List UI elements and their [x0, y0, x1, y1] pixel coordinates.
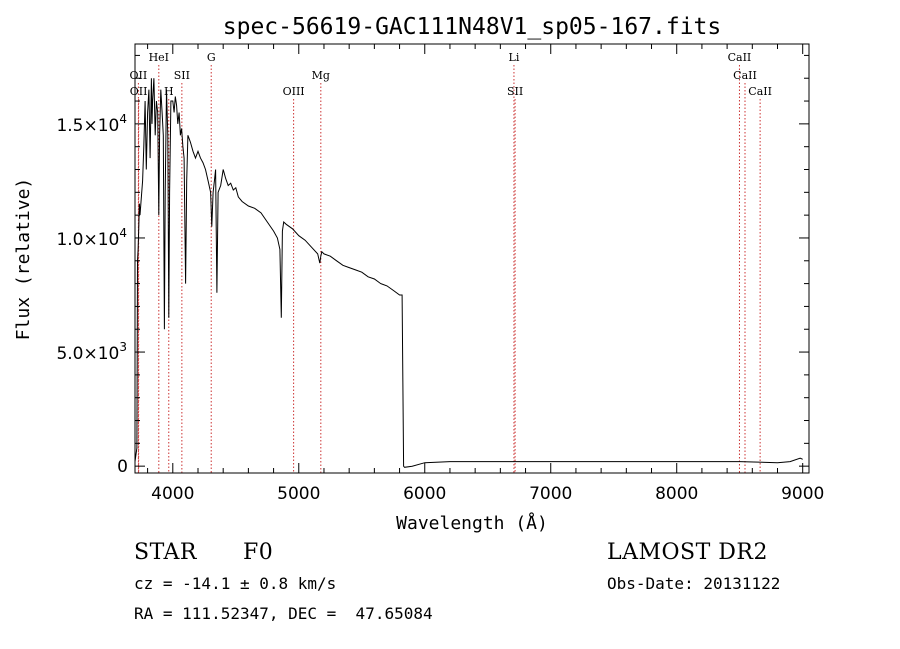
- spectral-line-label: CaII: [748, 85, 772, 98]
- y-axis-label: Flux (relative): [13, 178, 34, 341]
- x-tick-label: 7000: [529, 484, 572, 504]
- obs-date: Obs-Date: 20131122: [607, 574, 781, 593]
- spectral-line-label: OIII: [283, 85, 305, 98]
- spectral-line-label: Mg: [312, 69, 330, 82]
- survey-name: LAMOST DR2: [607, 540, 768, 565]
- x-tick-label: 9000: [781, 484, 824, 504]
- spectral-line-label: CaII: [733, 69, 757, 82]
- spectral-line-label: OII: [130, 69, 148, 82]
- spectral-line-label: SII: [507, 85, 523, 98]
- spectral-line-label: HeI: [149, 51, 169, 64]
- object-class: STAR: [134, 540, 197, 565]
- x-tick-label: 8000: [655, 484, 698, 504]
- spectral-line-label: CaII: [728, 51, 752, 64]
- spectral-line-label: G: [207, 51, 216, 64]
- x-axis-label: Wavelength (Å): [396, 512, 548, 534]
- y-tick-label: 1.5×104: [56, 112, 127, 136]
- spectral-line-label: OII: [130, 85, 148, 98]
- object-subclass: F0: [243, 540, 274, 565]
- y-tick-label: 1.0×104: [56, 226, 127, 250]
- y-tick-label: 0: [117, 457, 128, 477]
- spectrum-series: [134, 78, 803, 468]
- spectrum-line: [134, 78, 803, 468]
- spectral-line-label: SII: [174, 69, 190, 82]
- plot-frame: [134, 43, 810, 474]
- y-tick-label: 5.0×103: [56, 340, 127, 364]
- x-tick-label: 5000: [277, 484, 320, 504]
- chart-title: spec-56619-GAC111N48V1_sp05-167.fits: [223, 14, 722, 40]
- redshift-text: cz = -14.1 ± 0.8 km/s: [134, 574, 337, 593]
- x-tick-label: 4000: [151, 484, 194, 504]
- spectral-line-label: Li: [509, 51, 520, 64]
- x-tick-label: 6000: [403, 484, 446, 504]
- spectral-line-label: H: [164, 85, 174, 98]
- coordinates: RA = 111.52347, DEC = 47.65084: [134, 604, 433, 623]
- axis-ticks: 4000 5000 6000 7000 8000 9000 0 5.0×103 1.0×104 1…: [56, 44, 824, 504]
